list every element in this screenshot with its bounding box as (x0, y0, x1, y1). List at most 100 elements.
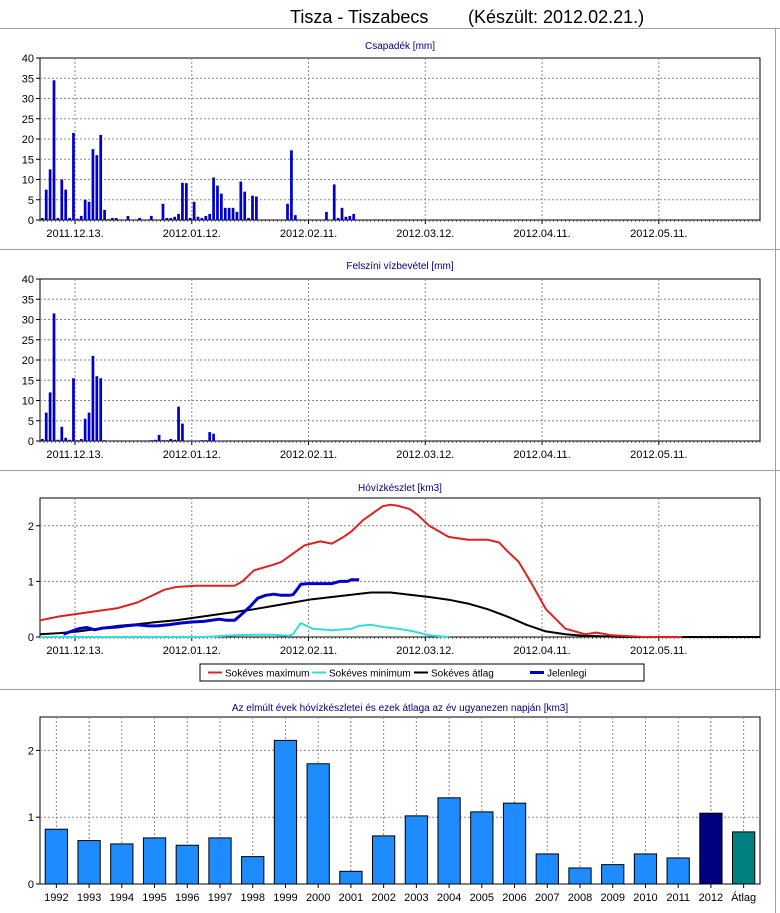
main-title: Tisza - Tiszabecs (Készült: 2012.02.21.) (0, 7, 780, 31)
chart-title: Hóvízkészlet [km3] (358, 483, 442, 494)
data-bar (48, 169, 52, 220)
x-tick-label: 2012.02.11. (280, 449, 337, 461)
year-bar (77, 840, 101, 885)
year-bar (601, 864, 625, 885)
year-bar (404, 815, 428, 885)
data-bar (227, 207, 231, 220)
data-bar (173, 216, 177, 220)
data-bar (68, 439, 71, 441)
x-tick-label: 2005 (470, 892, 494, 904)
x-tick-label: 2011 (666, 892, 690, 904)
separator (0, 689, 780, 690)
data-bar (52, 313, 56, 441)
data-bar (72, 378, 75, 441)
year-bar (142, 837, 167, 885)
data-bar (336, 217, 340, 220)
legend-label: Jelenlegi (547, 669, 586, 680)
x-tick-label: 2000 (306, 892, 330, 904)
plot-frame (39, 716, 761, 885)
y-tick-label: 0 (28, 879, 34, 891)
x-tick-label: 2012.04.11. (513, 449, 570, 461)
data-bar (231, 207, 235, 220)
chart-title: Csapadék [mm] (365, 41, 435, 52)
data-bar (235, 211, 239, 220)
year-bar (44, 828, 68, 885)
y-tick-label: 15 (22, 154, 34, 166)
year-bar (241, 856, 265, 885)
x-tick-label: 2012 (699, 892, 723, 904)
data-bar (247, 217, 250, 220)
x-tick-label: 2011.12.13. (46, 449, 103, 461)
y-tick-label: 20 (22, 134, 34, 146)
year-bar (535, 853, 559, 885)
x-tick-label: 2012.01.12. (163, 645, 221, 657)
data-bar (56, 217, 60, 220)
year-bar (437, 797, 461, 885)
x-tick-label: 2012.02.11. (280, 645, 337, 657)
x-tick-label: 2012.03.12. (396, 228, 454, 240)
data-bar (76, 440, 79, 441)
y-tick-label: 5 (28, 416, 34, 428)
data-bar (348, 215, 352, 220)
series-line (39, 591, 760, 638)
data-bar (251, 195, 254, 220)
data-bar (290, 150, 293, 220)
separator (0, 470, 780, 471)
data-bar (83, 418, 87, 441)
data-bar (188, 217, 192, 220)
year-bar (306, 763, 330, 885)
legend-label: Sokéves minimum (329, 669, 411, 680)
x-tick-label: 2007 (535, 892, 559, 904)
data-bar (243, 191, 247, 220)
data-bar (200, 217, 204, 220)
data-bar (48, 392, 52, 441)
data-bar (212, 433, 215, 441)
x-tick-label: 1998 (240, 892, 264, 904)
data-bar (181, 182, 184, 220)
data-bar (138, 217, 141, 220)
y-tick-label: 10 (22, 396, 34, 408)
x-tick-label: Átlag (731, 891, 756, 904)
data-bar (56, 439, 60, 441)
x-tick-label: 2012.04.11. (513, 228, 570, 240)
x-tick-label: 2010 (633, 892, 657, 904)
data-bar (99, 134, 103, 220)
y-tick-label: 1 (28, 576, 34, 588)
data-bar (196, 440, 200, 442)
data-bar (91, 355, 95, 441)
series-line (62, 578, 360, 636)
data-bar (220, 440, 223, 442)
data-bar (107, 219, 110, 220)
data-bar (114, 217, 118, 220)
x-tick-label: 2012.05.11. (630, 449, 687, 461)
y-tick-label: 0 (28, 632, 34, 644)
data-bar (64, 437, 68, 441)
data-bar (216, 440, 219, 442)
data-bar (103, 440, 106, 441)
year-bar (699, 812, 723, 885)
x-tick-label: 2012.01.12. (163, 228, 221, 240)
x-tick-label: 2011.12.13. (46, 228, 103, 240)
station-title: Tisza - Tiszabecs (290, 7, 429, 27)
year-bar (633, 853, 658, 885)
y-tick-label: 30 (22, 315, 34, 327)
y-tick-label: 35 (22, 294, 34, 306)
data-bar (103, 209, 106, 220)
separator (0, 249, 780, 250)
legend-label: Sokéves maximum (225, 669, 309, 680)
data-bar (149, 215, 153, 220)
data-bar (173, 439, 177, 441)
data-bar (40, 217, 44, 220)
year-bar (110, 843, 134, 885)
data-bar (352, 213, 356, 220)
x-tick-label: 1997 (208, 892, 232, 904)
data-bar (239, 181, 243, 220)
data-bar (111, 217, 114, 220)
y-tick-label: 25 (22, 335, 34, 347)
x-tick-label: 2012.01.12. (163, 449, 221, 461)
data-bar (60, 179, 64, 220)
x-tick-label: 2006 (502, 892, 526, 904)
y-tick-label: 40 (22, 53, 34, 65)
chart-title: Felszíni vízbevétel [mm] (346, 261, 453, 272)
data-bar (340, 207, 344, 220)
